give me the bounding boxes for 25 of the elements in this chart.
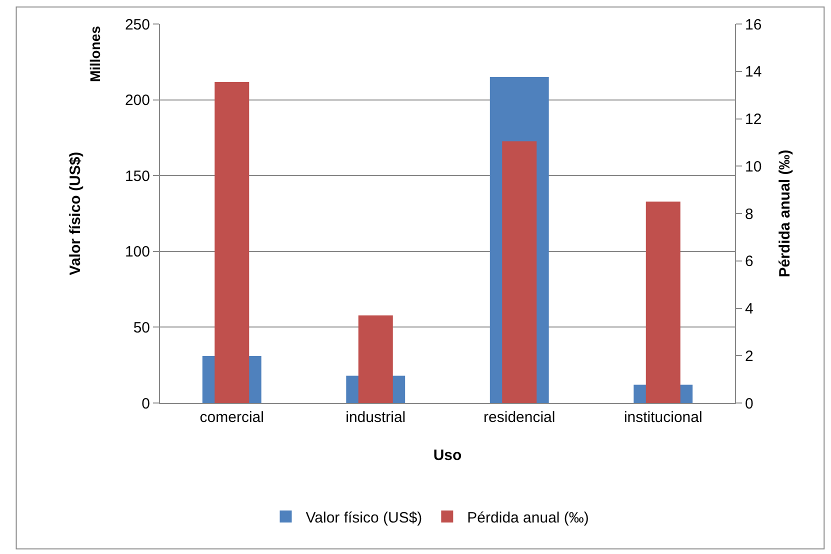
y2-tick-label: 8: [745, 206, 754, 223]
y2-tick-label: 10: [745, 158, 762, 176]
y-tick-label: 150: [124, 168, 150, 185]
y2-axis-title: Pérdida anual (‰): [776, 150, 794, 278]
y2-tick-label: 0: [745, 395, 754, 412]
y-axis-title: Valor físico (US$): [67, 152, 84, 276]
x-axis-title: Uso: [433, 447, 462, 464]
y2-tick-label: 6: [745, 253, 754, 270]
y2-tick-label: 4: [745, 300, 754, 318]
y2-tick-label: 12: [745, 111, 762, 128]
y2-tick-label: 16: [745, 16, 762, 34]
text: Millones: [87, 26, 104, 82]
x-tick-label: residencial: [484, 409, 556, 426]
legend-label: Valor físico (US$): [306, 509, 422, 526]
y-tick-label: 0: [142, 395, 150, 412]
y-tick-label: 100: [124, 244, 150, 261]
y-tick-label: 250: [124, 16, 150, 34]
y2-tick-label: 2: [745, 348, 754, 365]
y-tick-label: 50: [133, 319, 150, 336]
x-tick-label: institucional: [624, 409, 702, 426]
y-tick-label: 200: [124, 92, 150, 110]
legend-label: Pérdida anual (‰): [467, 509, 589, 526]
y2-tick-label: 14: [745, 64, 762, 81]
x-tick-label: industrial: [346, 409, 406, 426]
x-tick-label: comercial: [200, 409, 264, 426]
